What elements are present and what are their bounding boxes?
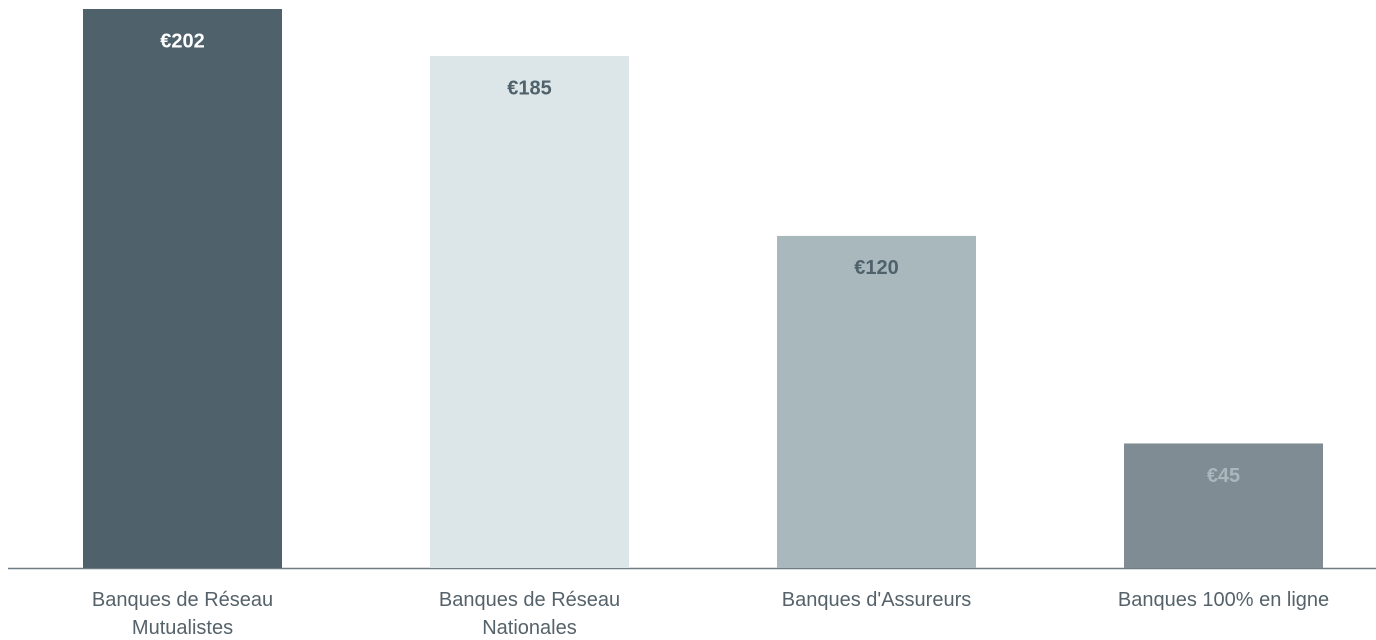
- x-tick-label: Banques de Réseau Mutualistes: [91, 589, 274, 639]
- bar: [777, 235, 976, 569]
- bar: [1124, 443, 1323, 568]
- value-label: €120: [854, 257, 899, 279]
- value-label: €185: [507, 77, 552, 99]
- value-label: €202: [160, 30, 205, 52]
- x-tick-label: Banques de Réseau Nationales: [438, 589, 621, 639]
- x-tick-label: Banques 100% en ligne: [1117, 589, 1330, 611]
- bar: [430, 56, 629, 568]
- x-tick-label: Banques d'Assureurs: [781, 589, 972, 611]
- bar: [83, 9, 282, 568]
- value-label: €45: [1207, 465, 1240, 487]
